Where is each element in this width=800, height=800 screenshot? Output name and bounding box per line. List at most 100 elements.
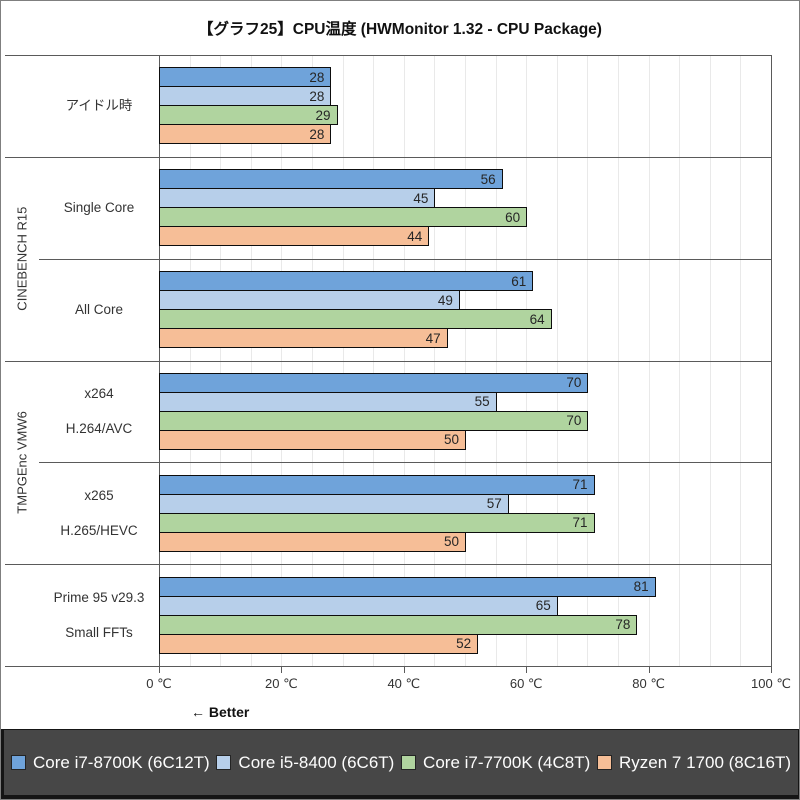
bar: 47 xyxy=(159,328,448,349)
bar: 65 xyxy=(159,595,558,616)
category-label: x264 H.264/AVC xyxy=(39,361,159,463)
legend-swatch xyxy=(11,755,26,770)
x-axis-tick-label: 20 ℃ xyxy=(265,676,298,691)
x-axis-tick-label: 80 ℃ xyxy=(632,676,665,691)
group-separator-line xyxy=(5,564,771,566)
x-axis-tick-label: 60 ℃ xyxy=(509,676,543,691)
bar-group: 71 57 71 50 xyxy=(159,474,595,552)
better-annotation: ← Better xyxy=(191,704,250,720)
bar: 81 xyxy=(159,576,656,597)
bar: 61 xyxy=(159,271,534,292)
bar-value-label: 28 xyxy=(309,126,325,142)
legend-label: Ryzen 7 1700 (8C16T) xyxy=(619,752,791,772)
x-axis-tick xyxy=(159,666,160,673)
bar: 50 xyxy=(159,429,466,450)
group-separator-line xyxy=(39,258,771,260)
bar-value-label: 44 xyxy=(407,228,423,244)
bar-value-label: 56 xyxy=(480,171,496,187)
bar: 29 xyxy=(159,105,338,126)
bar-value-label: 47 xyxy=(425,330,441,346)
bar-value-label: 50 xyxy=(443,432,459,448)
legend: Core i7-8700K (6C12T) Core i5-8400 (6C6T)… xyxy=(1,729,799,799)
bar-value-label: 49 xyxy=(437,292,453,308)
bar-value-label: 70 xyxy=(566,413,582,429)
bar-value-label: 45 xyxy=(413,190,429,206)
category-label-line: Prime 95 v29.3 xyxy=(53,590,145,606)
category-label: x265 H.265/HEVC xyxy=(39,462,159,564)
bar-value-label: 61 xyxy=(511,273,527,289)
bar-value-label: 55 xyxy=(474,394,490,410)
legend-label: Core i7-8700K (6C12T) xyxy=(33,752,210,772)
bar: 71 xyxy=(159,512,595,533)
bar-value-label: 57 xyxy=(486,496,502,512)
category-label: アイドル時 xyxy=(39,55,159,157)
legend-swatch xyxy=(401,755,417,770)
category-label-line: H.265/HEVC xyxy=(60,523,138,539)
bar: 45 xyxy=(159,188,436,209)
bar-value-label: 78 xyxy=(615,617,631,633)
legend-item: Core i7-7700K (4C8T) xyxy=(401,753,590,773)
bar-value-label: 65 xyxy=(535,598,551,614)
bar: 70 xyxy=(159,410,589,431)
category-label-line: アイドル時 xyxy=(65,98,133,114)
legend-item: Core i5-8400 (6C6T) xyxy=(216,753,394,773)
bar: 78 xyxy=(159,614,638,635)
category-label: All Core xyxy=(39,259,159,361)
bar: 70 xyxy=(159,372,589,393)
bar-value-label: 28 xyxy=(309,88,325,104)
bar-value-label: 71 xyxy=(572,515,588,531)
bar: 64 xyxy=(159,309,552,330)
legend-item: Ryzen 7 1700 (8C16T) xyxy=(597,753,791,773)
legend-label: Core i7-7700K (4C8T) xyxy=(423,752,591,772)
legend-swatch xyxy=(597,755,613,770)
x-axis-tick-label: 40 ℃ xyxy=(387,676,421,691)
bar-value-label: 52 xyxy=(456,636,472,652)
category-label-line: H.264/AVC xyxy=(65,421,133,437)
x-axis-tick xyxy=(648,666,650,673)
bar: 28 xyxy=(159,67,332,88)
x-axis-tick-label: 100 ℃ xyxy=(751,676,791,691)
bar: 71 xyxy=(159,474,595,495)
bar: 56 xyxy=(159,169,503,190)
bar-value-label: 81 xyxy=(633,579,649,595)
bar-value-label: 29 xyxy=(315,107,331,123)
category-label: Single Core xyxy=(39,157,159,259)
bar-value-label: 28 xyxy=(309,69,325,85)
section-label: CINEBENCH R15 xyxy=(14,206,30,311)
category-label-line: Single Core xyxy=(63,200,135,216)
bar-group: 70 55 70 50 xyxy=(159,372,589,450)
x-axis-tick xyxy=(403,666,405,673)
category-label: Prime 95 v29.3 Small FFTs xyxy=(39,564,159,666)
bar-value-label: 50 xyxy=(443,534,459,550)
title-separator-line xyxy=(5,55,771,56)
section-label: TMPGEnc VMW6 xyxy=(14,411,30,514)
bar-value-label: 64 xyxy=(529,311,545,327)
group-separator-line xyxy=(39,462,771,464)
legend-label: Core i5-8400 (6C6T) xyxy=(238,752,395,772)
x-axis-tick xyxy=(771,666,772,673)
category-label-line: x265 xyxy=(84,488,114,504)
x-axis-line xyxy=(5,666,771,667)
chart-title: 【グラフ25】CPU温度 (HWMonitor 1.32 - CPU Packa… xyxy=(198,20,602,38)
category-label-line: All Core xyxy=(74,302,123,318)
bar-value-label: 60 xyxy=(505,209,521,225)
bar-group: 61 49 64 47 xyxy=(159,271,552,349)
bar-value-label: 71 xyxy=(572,477,588,493)
bar: 60 xyxy=(159,207,528,228)
plot-right-border xyxy=(771,55,772,667)
x-axis-tick-label: 0 ℃ xyxy=(146,676,172,691)
bar: 49 xyxy=(159,290,460,311)
legend-swatch xyxy=(216,755,232,770)
bar: 50 xyxy=(159,531,466,552)
bar-group: 28 28 29 28 xyxy=(159,67,338,145)
x-axis-tick xyxy=(281,666,283,673)
bar-value-label: 70 xyxy=(566,375,582,391)
bar-group: 81 65 78 52 xyxy=(159,576,656,654)
bar: 55 xyxy=(159,391,497,412)
bar: 28 xyxy=(159,124,332,145)
bar: 57 xyxy=(159,493,509,514)
bar: 28 xyxy=(159,86,332,107)
category-label-line: Small FFTs xyxy=(65,625,133,641)
category-label-line: x264 xyxy=(84,386,114,402)
